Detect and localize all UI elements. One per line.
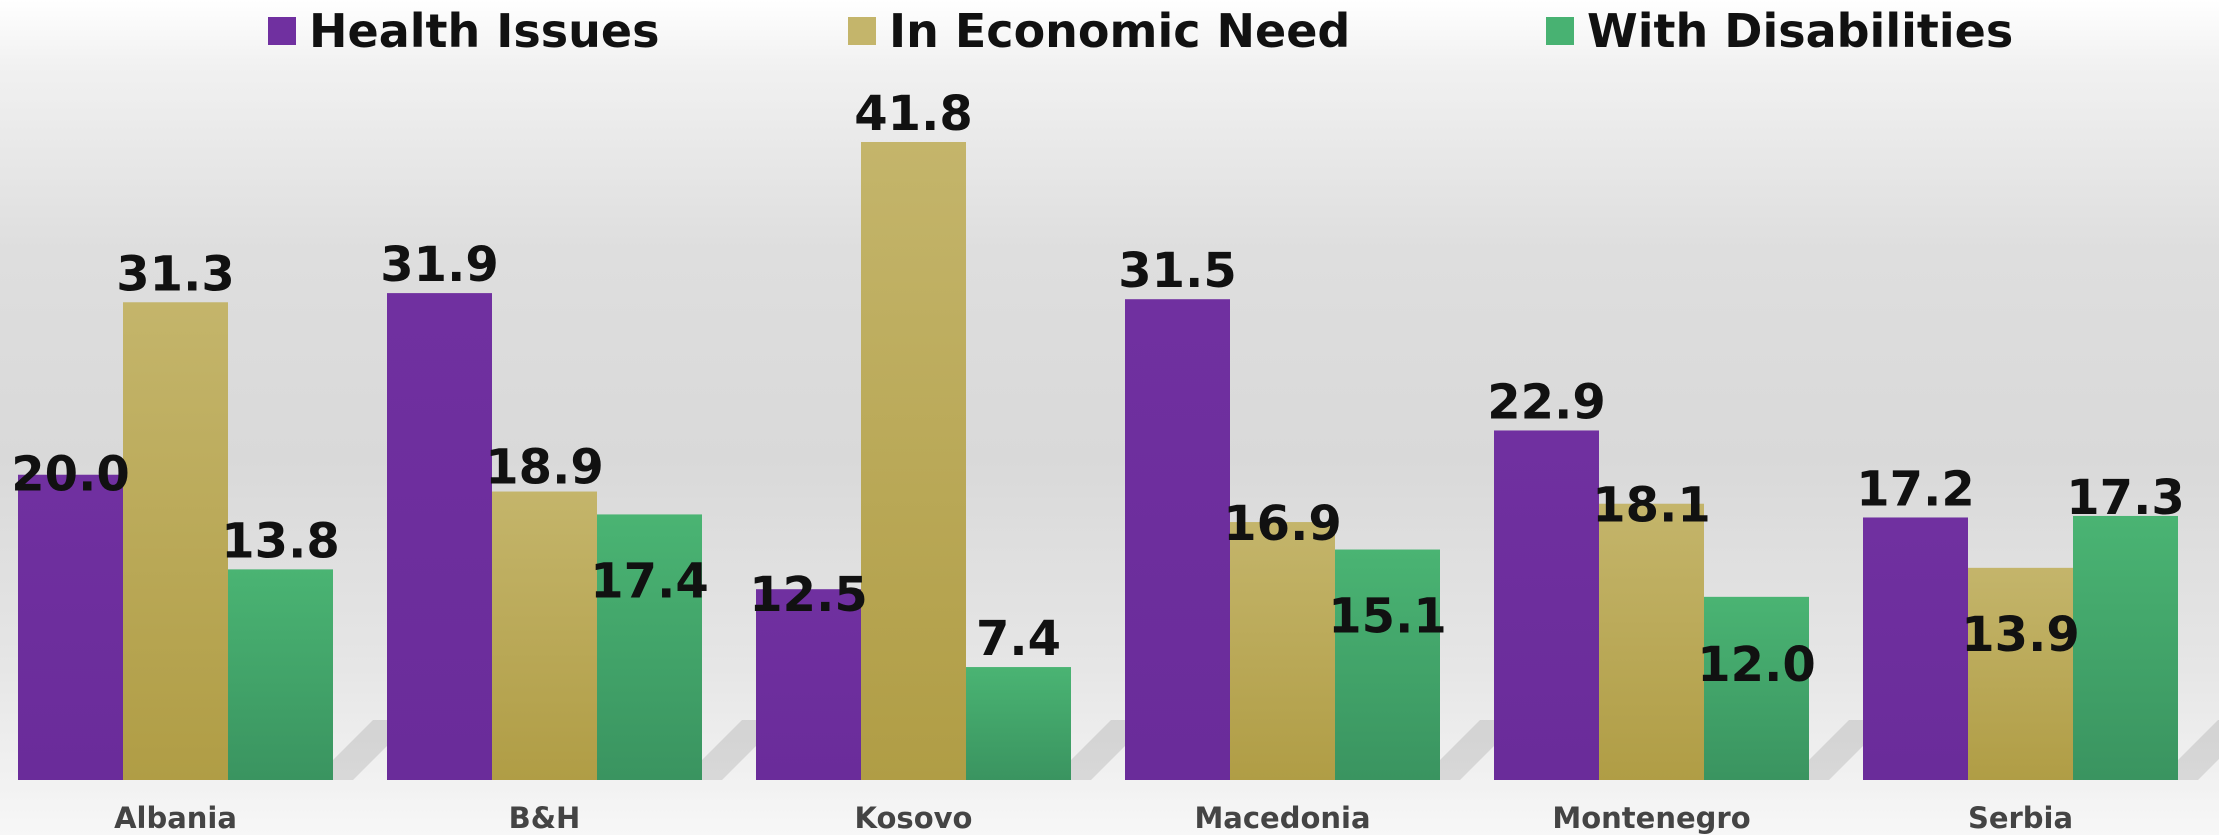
legend-label-health-issues: Health Issues bbox=[309, 4, 659, 58]
legend: Health Issues In Economic Need With Disabi… bbox=[268, 4, 2013, 58]
bar-montenegro-in-economic-need bbox=[1599, 503, 1704, 780]
value-label-b-h-health-issues: 31.9 bbox=[380, 237, 498, 293]
category-label-kosovo: Kosovo bbox=[855, 801, 973, 835]
category-label-montenegro: Montenegro bbox=[1552, 801, 1750, 835]
bar-b-h-in-economic-need bbox=[492, 491, 597, 780]
bar-montenegro-health-issues bbox=[1494, 430, 1599, 780]
bar-serbia-with-disabilities bbox=[2073, 515, 2178, 780]
bar-montenegro-with-disabilities bbox=[1704, 596, 1809, 780]
category-label-serbia: Serbia bbox=[1968, 801, 2073, 835]
value-label-serbia-in-economic-need: 13.9 bbox=[1961, 607, 2079, 663]
legend-swatch-health-issues bbox=[268, 17, 296, 45]
bar-kosovo-with-disabilities bbox=[966, 667, 1071, 780]
bar-albania-health-issues bbox=[18, 474, 123, 780]
bar-macedonia-in-economic-need bbox=[1230, 522, 1335, 780]
value-label-montenegro-in-economic-need: 18.1 bbox=[1592, 478, 1710, 534]
bar-macedonia-health-issues bbox=[1125, 299, 1230, 780]
category-label-macedonia: Macedonia bbox=[1194, 801, 1370, 835]
bar-albania-with-disabilities bbox=[228, 569, 333, 780]
value-label-serbia-with-disabilities: 17.3 bbox=[2066, 470, 2184, 526]
value-label-serbia-health-issues: 17.2 bbox=[1856, 461, 1974, 517]
value-label-kosovo-in-economic-need: 41.8 bbox=[854, 86, 972, 142]
value-label-albania-with-disabilities: 13.8 bbox=[221, 513, 339, 569]
value-label-macedonia-with-disabilities: 15.1 bbox=[1328, 589, 1446, 645]
value-label-kosovo-with-disabilities: 7.4 bbox=[976, 611, 1061, 667]
bar-macedonia-with-disabilities bbox=[1335, 549, 1440, 780]
bar-kosovo-in-economic-need bbox=[861, 142, 966, 780]
bar-serbia-health-issues bbox=[1863, 517, 1968, 780]
category-label-albania: Albania bbox=[114, 801, 237, 835]
value-label-albania-in-economic-need: 31.3 bbox=[116, 246, 234, 302]
bar-serbia-in-economic-need bbox=[1968, 567, 2073, 780]
value-label-macedonia-health-issues: 31.5 bbox=[1118, 243, 1236, 299]
value-label-macedonia-in-economic-need: 16.9 bbox=[1223, 496, 1341, 552]
bar-kosovo-health-issues bbox=[756, 589, 861, 780]
value-label-montenegro-health-issues: 22.9 bbox=[1487, 374, 1605, 430]
legend-swatch-in-economic-need bbox=[848, 17, 876, 45]
bars bbox=[18, 142, 2178, 780]
value-labels: 20.0 31.3 13.8 31.9 18.9 17.4 12.5 41.8 7.4 31.5 1… bbox=[11, 86, 2184, 693]
legend-swatch-with-disabilities bbox=[1546, 17, 1574, 45]
value-label-b-h-with-disabilities: 17.4 bbox=[590, 553, 708, 609]
bar-b-h-health-issues bbox=[387, 293, 492, 780]
legend-label-with-disabilities: With Disabilities bbox=[1587, 4, 2013, 58]
value-label-b-h-in-economic-need: 18.9 bbox=[485, 440, 603, 496]
category-label-b-h: B&H bbox=[509, 801, 581, 835]
legend-label-in-economic-need: In Economic Need bbox=[889, 4, 1350, 58]
bar-b-h-with-disabilities bbox=[597, 514, 702, 780]
category-labels: Albania B&H Kosovo Macedonia Montenegro Serbi… bbox=[114, 801, 2073, 835]
value-label-montenegro-with-disabilities: 12.0 bbox=[1697, 637, 1815, 693]
value-label-albania-health-issues: 20.0 bbox=[11, 447, 129, 503]
value-label-kosovo-health-issues: 12.5 bbox=[749, 567, 867, 623]
bar-albania-in-economic-need bbox=[123, 302, 228, 780]
